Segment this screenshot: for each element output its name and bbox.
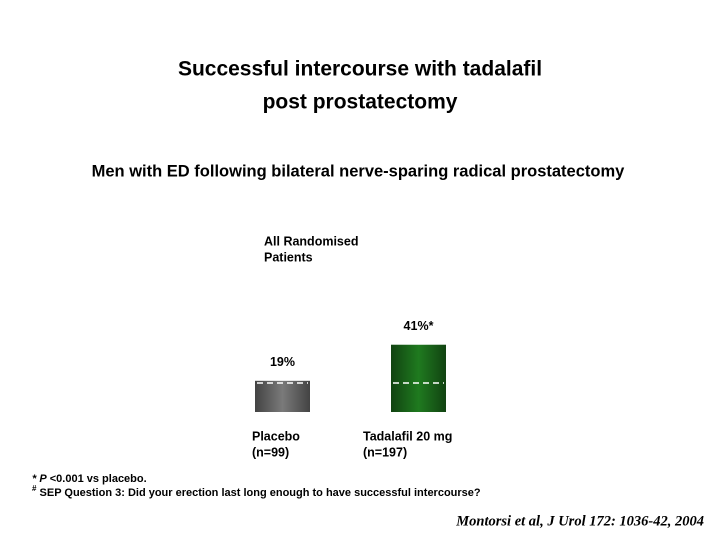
footnote-marker: * P (32, 473, 47, 485)
footnote: * P <0.001 vs placebo. (32, 473, 147, 485)
footnote-text: SEP Question 3: Did your erection last l… (40, 487, 481, 499)
bar-shade (391, 344, 446, 412)
panel-label: All Randomised (264, 234, 358, 248)
category-sublabel: (n=197) (363, 445, 407, 459)
title-line: Successful intercourse with tadalafil (178, 58, 542, 81)
footnote-marker: # (32, 484, 37, 493)
bar-shade (255, 380, 310, 412)
citation: Montorsi et al, J Urol 172: 1036-42, 200… (455, 513, 704, 529)
value-label: 19% (270, 355, 295, 369)
footnote-text: <0.001 vs placebo. (50, 473, 147, 485)
footnote: # SEP Question 3: Did your erection last… (32, 483, 481, 499)
panel-label: Patients (264, 250, 313, 264)
category-label: Placebo (252, 429, 300, 443)
subtitle: Men with ED following bilateral nerve-sp… (92, 162, 626, 180)
category-sublabel: (n=99) (252, 445, 289, 459)
title-line: post prostatectomy (263, 91, 458, 114)
category-label: Tadalafil 20 mg (363, 429, 452, 443)
value-label: 41%* (404, 319, 434, 333)
